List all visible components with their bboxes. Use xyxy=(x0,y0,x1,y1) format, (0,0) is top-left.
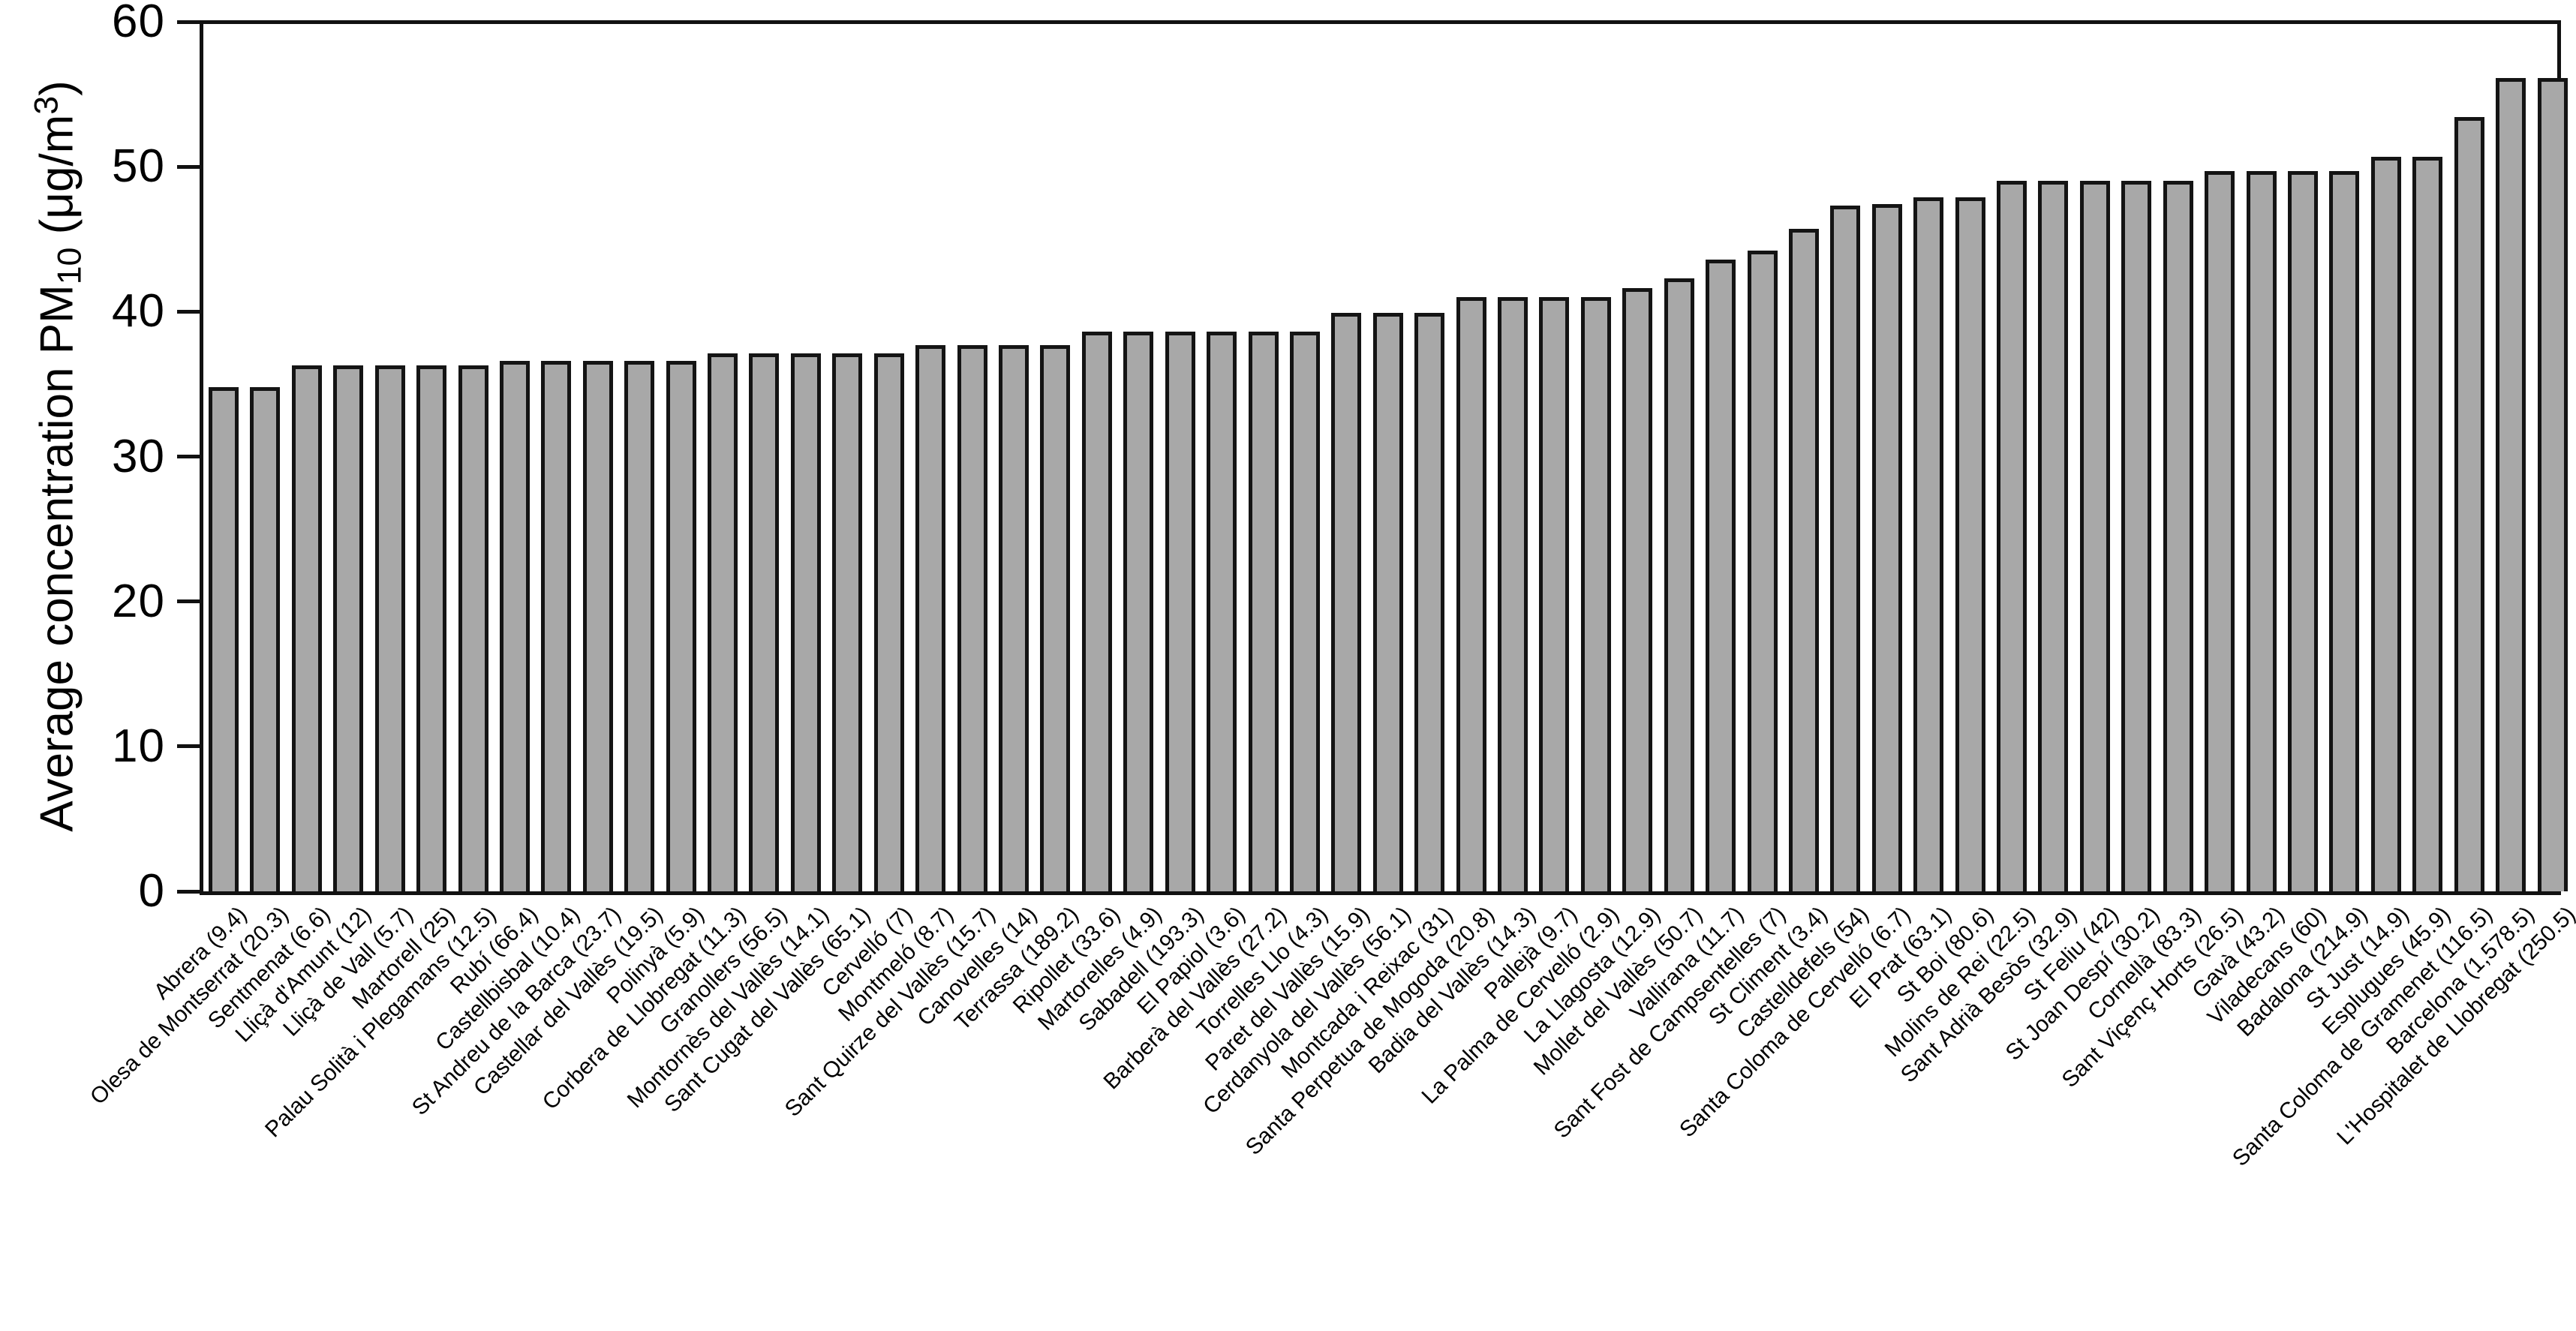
bar xyxy=(1165,332,1195,891)
bar xyxy=(2288,170,2318,891)
bar xyxy=(832,353,863,891)
y-tick-mark xyxy=(177,309,201,314)
bar xyxy=(374,365,405,891)
bar xyxy=(1456,297,1486,891)
y-tick-label: 50 xyxy=(112,140,165,193)
bar xyxy=(1706,259,1736,891)
bar xyxy=(291,365,322,891)
bar xyxy=(1248,332,1279,891)
y-tick-label: 0 xyxy=(138,865,165,917)
bar xyxy=(998,344,1029,891)
y-tick-mark xyxy=(177,164,201,169)
y-axis-title-subscript: 10 xyxy=(51,247,89,285)
bar xyxy=(2329,170,2360,891)
bar xyxy=(1123,332,1154,891)
bar xyxy=(1747,251,1778,891)
bar xyxy=(666,361,696,891)
bar xyxy=(1040,344,1071,891)
bar xyxy=(1498,297,1528,891)
bar xyxy=(1289,332,1320,891)
y-tick-mark xyxy=(177,455,201,458)
bar xyxy=(1997,181,2027,891)
y-axis-title-superscript: 3 xyxy=(28,95,65,115)
bar xyxy=(499,361,530,891)
bar xyxy=(957,344,987,891)
bar xyxy=(1372,313,1403,891)
bar xyxy=(1664,278,1694,891)
bar xyxy=(2370,156,2401,891)
y-tick-mark xyxy=(177,744,201,749)
bar xyxy=(250,386,281,891)
bar xyxy=(1871,204,1902,891)
bar xyxy=(2454,117,2484,891)
bar xyxy=(1081,332,1112,891)
bar xyxy=(2038,181,2069,891)
bar xyxy=(1788,229,1819,891)
y-tick-mark xyxy=(177,20,201,24)
bar xyxy=(1955,197,1985,891)
bar xyxy=(1913,197,1944,891)
bar xyxy=(1622,288,1653,891)
y-tick-mark xyxy=(177,599,201,604)
bar xyxy=(2205,170,2235,891)
bar xyxy=(2496,78,2526,891)
y-tick-label: 10 xyxy=(112,720,165,772)
bar xyxy=(1539,297,1570,891)
bar xyxy=(416,365,447,891)
bar xyxy=(624,361,655,891)
bar xyxy=(749,353,780,891)
bar xyxy=(2412,156,2443,891)
y-tick-label: 20 xyxy=(112,575,165,627)
bar xyxy=(1414,313,1445,891)
bar xyxy=(541,361,572,891)
bar xyxy=(1830,206,1861,891)
y-axis-title-suffix: ) xyxy=(31,80,83,96)
bar xyxy=(458,365,488,891)
bar xyxy=(2121,181,2152,891)
bar xyxy=(708,353,738,891)
bar xyxy=(2079,181,2110,891)
y-tick-label: 30 xyxy=(112,430,165,482)
bar xyxy=(2163,181,2193,891)
bar xyxy=(790,353,821,891)
bar xyxy=(915,344,946,891)
bar xyxy=(2246,170,2277,891)
bar xyxy=(582,361,613,891)
y-tick-label: 60 xyxy=(112,0,165,47)
bar xyxy=(1207,332,1237,891)
bar xyxy=(1580,297,1611,891)
bar xyxy=(1331,313,1362,891)
bar xyxy=(209,386,239,891)
y-tick-label: 40 xyxy=(112,285,165,338)
bar xyxy=(873,353,904,891)
bar xyxy=(2537,78,2568,891)
bar xyxy=(333,365,364,891)
y-tick-mark xyxy=(177,889,201,894)
